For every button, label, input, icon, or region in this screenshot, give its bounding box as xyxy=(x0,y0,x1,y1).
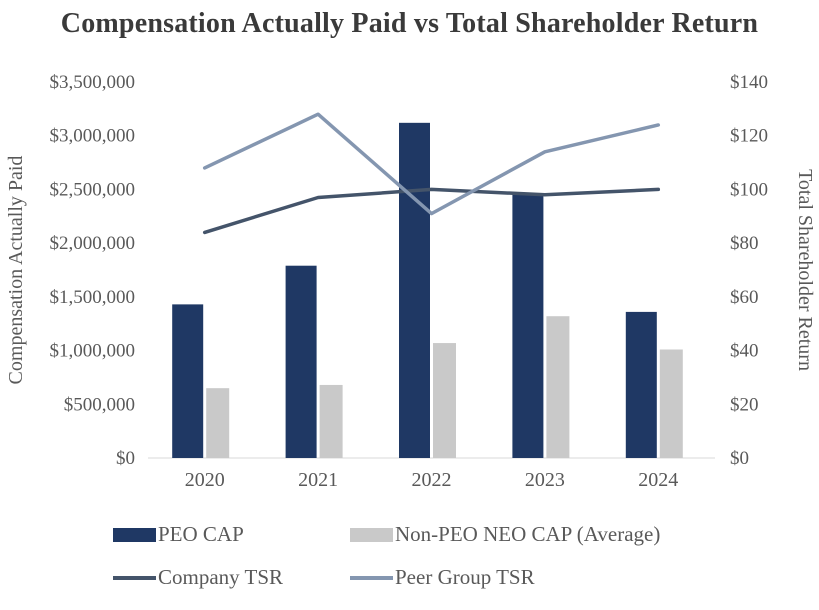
peo-cap-bar xyxy=(285,265,317,458)
peer-group-tsr-swatch-icon xyxy=(350,575,393,580)
right-axis-tick: $140 xyxy=(730,72,768,93)
left-axis-tick: $3,000,000 xyxy=(50,126,136,147)
left-axis-tick: $2,000,000 xyxy=(50,233,136,254)
left-axis-title: Compensation Actually Paid xyxy=(5,156,27,385)
right-axis-tick: $20 xyxy=(730,394,759,415)
right-axis-title: Total Shareholder Return xyxy=(794,169,816,371)
legend-label-non-peo-neo-cap: Non-PEO NEO CAP (Average) xyxy=(395,522,661,546)
left-axis-tick: $1,500,000 xyxy=(50,287,136,308)
left-axis-tick: $3,500,000 xyxy=(50,72,136,93)
right-axis-tick: $120 xyxy=(730,126,768,147)
peo-cap-bar xyxy=(512,193,544,458)
peo-cap-bar xyxy=(399,122,430,458)
peo-cap-bar xyxy=(625,311,657,458)
right-axis-tick: $60 xyxy=(730,287,759,308)
chart-svg: $0 $500,000 $1,000,000 $1,500,000 $2,000,000… xyxy=(5,72,816,491)
x-axis-label: 2020 xyxy=(185,469,225,491)
x-axis-label: 2022 xyxy=(412,469,452,491)
legend-item-non-peo-neo-cap: Non-PEO NEO CAP (Average) xyxy=(350,522,660,547)
x-axis-label: 2021 xyxy=(298,469,338,491)
left-axis-tick: $1,000,000 xyxy=(50,341,136,362)
legend-item-peo-cap: PEO CAP xyxy=(113,522,350,547)
non-peo-neo-cap-average-bar xyxy=(433,343,456,458)
legend-label-peer-group-tsr: Peer Group TSR xyxy=(395,565,535,589)
legend-label-peo-cap: PEO CAP xyxy=(158,522,244,546)
non-peo-neo-cap-average-bar xyxy=(659,349,683,458)
legend-label-company-tsr: Company TSR xyxy=(158,565,284,589)
legend-item-peer-group-tsr: Peer Group TSR xyxy=(350,565,660,590)
left-axis-tick: $0 xyxy=(116,448,135,469)
chart-title: Compensation Actually Paid vs Total Shar… xyxy=(60,8,759,39)
right-axis-tick: $80 xyxy=(730,233,759,254)
legend-item-company-tsr: Company TSR xyxy=(113,565,350,590)
peo-cap-swatch-icon xyxy=(113,527,156,542)
non-peo-neo-cap-average-bar xyxy=(206,388,230,458)
x-axis-label: 2024 xyxy=(638,469,678,491)
company-tsr-line xyxy=(202,187,661,235)
right-axis-tick: $40 xyxy=(730,341,759,362)
peer-group-tsr-line xyxy=(202,112,661,216)
non-peo-neo-cap-average-bar xyxy=(319,384,343,458)
right-axis-tick: $0 xyxy=(730,448,749,469)
x-axis-label: 2023 xyxy=(525,469,565,491)
left-axis-tick: $500,000 xyxy=(64,394,135,415)
right-axis-tick: $100 xyxy=(730,179,768,200)
company-tsr-swatch-icon xyxy=(113,575,156,580)
peo-cap-bar xyxy=(172,304,204,458)
left-axis-tick: $2,500,000 xyxy=(50,179,136,200)
non-peo-neo-cap-swatch-icon xyxy=(350,527,393,542)
legend: PEO CAP Non-PEO NEO CAP (Average) Compan… xyxy=(113,522,660,590)
non-peo-neo-cap-average-bar xyxy=(546,316,570,458)
